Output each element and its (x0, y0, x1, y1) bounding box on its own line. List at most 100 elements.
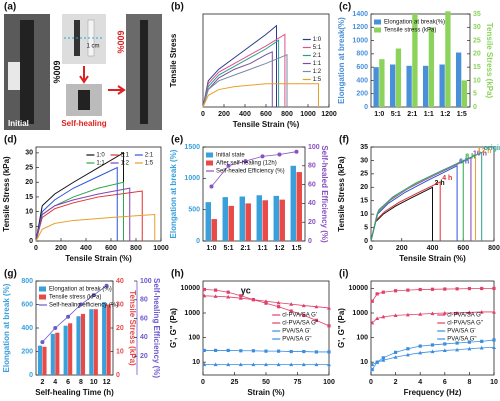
marker (479, 309, 484, 314)
legend-label: Tensile stress (kPa) (384, 28, 436, 34)
y-tick-label: 0 (196, 238, 200, 245)
x-tick-label: 400 (427, 245, 439, 252)
y3-axis-label: Self-healing Efficiency (%) (152, 278, 161, 378)
marker (264, 362, 268, 367)
legend-swatch (374, 19, 381, 25)
y-tick-label: 5 (29, 223, 33, 230)
series-line (35, 187, 131, 242)
legend-swatch (206, 152, 213, 158)
panel: (b) 0 200 400 600 800 1000 1200 Tensile Strain (… (169, 2, 337, 129)
plot-frame (35, 146, 162, 242)
marker (277, 349, 281, 353)
y-tick-label: 800 (21, 278, 33, 285)
initial-label: Initial (8, 119, 29, 128)
y2-tick-label: 40 (308, 200, 316, 207)
y2-tick-label: 10 (116, 348, 124, 355)
series-line (370, 151, 483, 242)
legend-label: Self-healed Efficiency (%) (216, 169, 285, 175)
series-line (35, 181, 124, 242)
y-tick-label: 30 (360, 157, 368, 164)
x-tick-label: 1:5 (457, 111, 467, 118)
marker (202, 287, 206, 292)
y2-tick-label: 60 (308, 181, 316, 188)
marker (239, 294, 243, 298)
bar (461, 80, 468, 107)
series-label: 6 h (459, 159, 469, 166)
marker (238, 362, 243, 367)
photo (62, 14, 106, 64)
series-label: original (484, 145, 500, 152)
x-tick-label: 1000 (300, 111, 316, 118)
marker (430, 349, 435, 354)
x-tick-label: 4 (418, 379, 422, 386)
bar (76, 316, 81, 375)
panel-label: (c) (339, 2, 351, 13)
marker (442, 310, 447, 315)
plot-frame (370, 280, 495, 376)
bar (279, 199, 285, 241)
y2-tick-label: 30 (473, 24, 481, 31)
panel: (c)1:0 5:1 2:1 1:1 1:2 1:50200400600800100012… (337, 2, 494, 118)
bar (102, 302, 107, 375)
y-tick-label: 10000 (181, 285, 201, 292)
legend-label: PVA/SA G" (282, 337, 311, 343)
legend-label: 2:1 (313, 53, 322, 59)
panel: (d) 0 200 400 600 800 1000 Tensile Strain (%) 0 5… (2, 135, 169, 263)
x-axis-label: Tensile Strain (%) (65, 254, 132, 263)
x-tick-label: 1:1 (424, 111, 434, 118)
panel: (f) 0 200 400 600 800 Tensile Strain (%) 0 5 10 15… (337, 135, 500, 263)
bar (55, 332, 60, 375)
y2-tick-label: 20 (308, 219, 316, 226)
bar (389, 64, 396, 107)
marker (455, 310, 460, 315)
marker (91, 293, 96, 298)
x-tick-label: 600 (260, 111, 272, 118)
plot-frame (370, 13, 471, 108)
x-tick-label: 2:1 (407, 111, 417, 118)
panel: (e)1:0 5:1 2:1 1:1 1:2 1:5050010001500Elongat… (169, 135, 329, 252)
panel-label: (e) (171, 135, 183, 146)
marker (301, 362, 306, 367)
sample (20, 20, 34, 124)
y-tick-label: 1000 (184, 310, 200, 317)
x-tick-label: 800 (281, 111, 293, 118)
series-label: 4 h (442, 175, 452, 182)
marker (406, 347, 410, 351)
legend-label: cl-PVA/SA G" (282, 321, 318, 327)
marker (238, 296, 243, 300)
panel-label: (f) (339, 135, 349, 146)
x-tick-label: 1:5 (291, 245, 301, 252)
marker (327, 350, 331, 354)
x-tick-label: 400 (239, 111, 251, 118)
marker (226, 348, 230, 353)
x-tick-label: 2 (394, 379, 398, 386)
legend-label: 1:0 (96, 153, 105, 159)
marker (226, 294, 231, 299)
marker (314, 304, 319, 309)
bar (222, 197, 229, 241)
panel-label: (i) (339, 269, 348, 280)
marker (40, 340, 45, 345)
marker (430, 343, 435, 347)
y-axis-label: Elongation at break (%) (2, 283, 11, 372)
marker (202, 348, 206, 353)
marker (226, 290, 230, 294)
y-tick-label: 100 (356, 334, 368, 341)
x-tick-label: 75 (294, 379, 302, 386)
marker (276, 362, 281, 367)
marker (289, 302, 294, 306)
y-tick-label: 1000 (352, 310, 368, 317)
y2-tick-label: 30 (116, 301, 124, 308)
x-tick-label: 4 (53, 379, 57, 386)
y2-tick-label: 80 (308, 163, 316, 170)
series-line (211, 151, 297, 187)
scale-label: 1 cm (86, 44, 99, 50)
marker (302, 349, 306, 354)
marker (226, 362, 231, 367)
y-tick-label: 800 (356, 51, 368, 58)
marker (443, 342, 447, 346)
y-tick-label: 35 (360, 144, 368, 151)
legend-label: 1:2 (121, 161, 130, 167)
marker (209, 184, 214, 189)
marker (405, 312, 410, 317)
